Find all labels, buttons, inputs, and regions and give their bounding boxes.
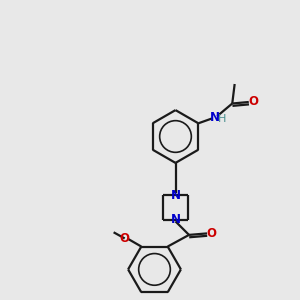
Text: N: N: [170, 213, 181, 226]
Text: O: O: [249, 95, 259, 109]
Text: H: H: [218, 114, 226, 124]
Text: O: O: [207, 227, 217, 240]
Text: N: N: [170, 189, 181, 202]
Text: O: O: [120, 232, 130, 245]
Text: N: N: [210, 111, 220, 124]
